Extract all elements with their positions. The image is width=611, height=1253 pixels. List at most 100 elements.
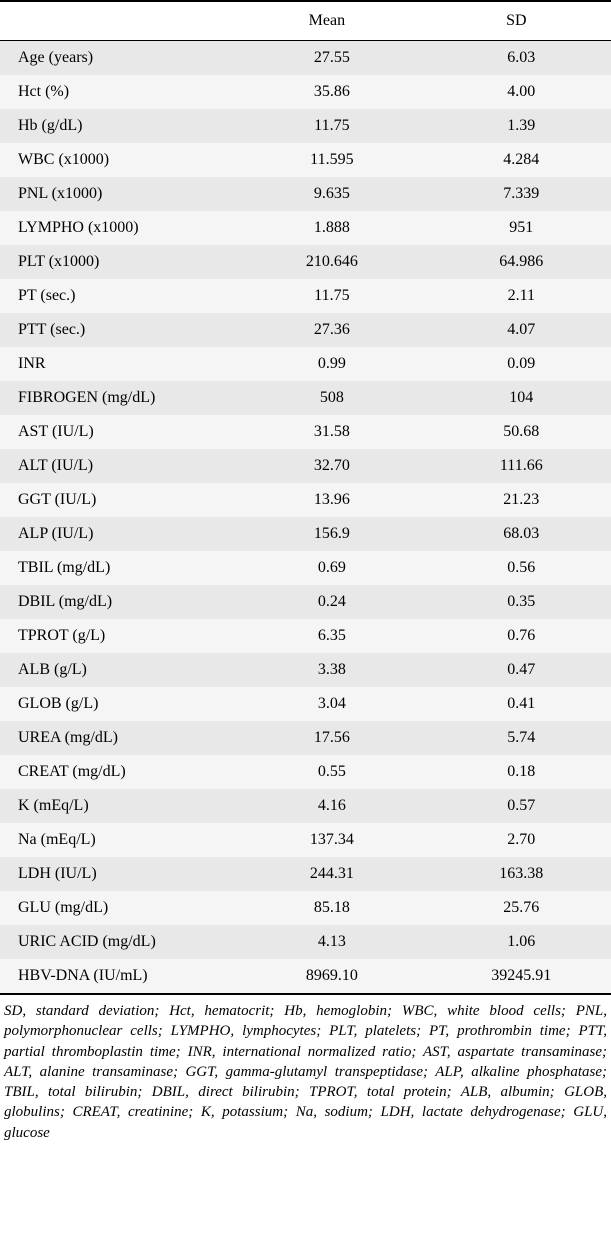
- cell-label: HBV-DNA (IU/mL): [0, 959, 232, 994]
- cell-sd: 0.76: [422, 619, 611, 653]
- cell-label: CREAT (mg/dL): [0, 755, 232, 789]
- cell-sd: 0.18: [422, 755, 611, 789]
- table-row: ALB (g/L)3.380.47: [0, 653, 611, 687]
- cell-sd: 25.76: [422, 891, 611, 925]
- cell-mean: 11.75: [232, 279, 421, 313]
- statistics-table: Mean SD Age (years)27.556.03Hct (%)35.86…: [0, 0, 611, 995]
- cell-label: GLU (mg/dL): [0, 891, 232, 925]
- cell-mean: 4.13: [232, 925, 421, 959]
- data-table-container: Mean SD Age (years)27.556.03Hct (%)35.86…: [0, 0, 611, 1143]
- table-row: HBV-DNA (IU/mL)8969.1039245.91: [0, 959, 611, 994]
- cell-sd: 2.11: [422, 279, 611, 313]
- cell-mean: 3.38: [232, 653, 421, 687]
- cell-mean: 11.75: [232, 109, 421, 143]
- table-row: Hct (%)35.864.00: [0, 75, 611, 109]
- col-header-label: [0, 1, 232, 41]
- cell-label: Age (years): [0, 41, 232, 76]
- table-row: CREAT (mg/dL)0.550.18: [0, 755, 611, 789]
- cell-sd: 21.23: [422, 483, 611, 517]
- cell-sd: 4.00: [422, 75, 611, 109]
- table-row: GGT (IU/L)13.9621.23: [0, 483, 611, 517]
- cell-sd: 0.41: [422, 687, 611, 721]
- table-row: Hb (g/dL)11.751.39: [0, 109, 611, 143]
- cell-mean: 210.646: [232, 245, 421, 279]
- table-row: GLU (mg/dL)85.1825.76: [0, 891, 611, 925]
- table-row: Age (years)27.556.03: [0, 41, 611, 76]
- table-row: LYMPHO (x1000)1.888951: [0, 211, 611, 245]
- cell-sd: 1.06: [422, 925, 611, 959]
- table-header-row: Mean SD: [0, 1, 611, 41]
- cell-label: LDH (IU/L): [0, 857, 232, 891]
- cell-label: INR: [0, 347, 232, 381]
- cell-label: UREA (mg/dL): [0, 721, 232, 755]
- table-row: PNL (x1000)9.6357.339: [0, 177, 611, 211]
- table-row: PLT (x1000)210.64664.986: [0, 245, 611, 279]
- cell-sd: 4.07: [422, 313, 611, 347]
- cell-mean: 1.888: [232, 211, 421, 245]
- cell-label: DBIL (mg/dL): [0, 585, 232, 619]
- cell-sd: 0.47: [422, 653, 611, 687]
- cell-label: LYMPHO (x1000): [0, 211, 232, 245]
- table-row: DBIL (mg/dL)0.240.35: [0, 585, 611, 619]
- cell-label: GGT (IU/L): [0, 483, 232, 517]
- cell-label: WBC (x1000): [0, 143, 232, 177]
- cell-sd: 64.986: [422, 245, 611, 279]
- cell-sd: 0.09: [422, 347, 611, 381]
- cell-sd: 0.35: [422, 585, 611, 619]
- cell-sd: 50.68: [422, 415, 611, 449]
- cell-mean: 3.04: [232, 687, 421, 721]
- cell-mean: 4.16: [232, 789, 421, 823]
- cell-mean: 137.34: [232, 823, 421, 857]
- table-row: ALT (IU/L)32.70111.66: [0, 449, 611, 483]
- cell-mean: 27.36: [232, 313, 421, 347]
- table-footnote: SD, standard deviation; Hct, hematocrit;…: [0, 995, 611, 1143]
- cell-label: GLOB (g/L): [0, 687, 232, 721]
- table-row: LDH (IU/L)244.31163.38: [0, 857, 611, 891]
- cell-sd: 1.39: [422, 109, 611, 143]
- cell-label: PLT (x1000): [0, 245, 232, 279]
- cell-sd: 951: [422, 211, 611, 245]
- cell-label: TPROT (g/L): [0, 619, 232, 653]
- table-row: UREA (mg/dL)17.565.74: [0, 721, 611, 755]
- cell-mean: 27.55: [232, 41, 421, 76]
- table-row: PT (sec.)11.752.11: [0, 279, 611, 313]
- cell-label: ALT (IU/L): [0, 449, 232, 483]
- cell-mean: 32.70: [232, 449, 421, 483]
- cell-mean: 9.635: [232, 177, 421, 211]
- cell-mean: 8969.10: [232, 959, 421, 994]
- table-row: INR0.990.09: [0, 347, 611, 381]
- table-row: Na (mEq/L)137.342.70: [0, 823, 611, 857]
- table-row: URIC ACID (mg/dL)4.131.06: [0, 925, 611, 959]
- col-header-mean: Mean: [232, 1, 421, 41]
- cell-mean: 0.99: [232, 347, 421, 381]
- cell-mean: 0.69: [232, 551, 421, 585]
- cell-sd: 0.57: [422, 789, 611, 823]
- cell-mean: 0.55: [232, 755, 421, 789]
- cell-mean: 85.18: [232, 891, 421, 925]
- cell-label: URIC ACID (mg/dL): [0, 925, 232, 959]
- cell-sd: 68.03: [422, 517, 611, 551]
- cell-mean: 244.31: [232, 857, 421, 891]
- cell-mean: 17.56: [232, 721, 421, 755]
- table-row: FIBROGEN (mg/dL)508104: [0, 381, 611, 415]
- cell-sd: 4.284: [422, 143, 611, 177]
- cell-mean: 13.96: [232, 483, 421, 517]
- table-row: PTT (sec.)27.364.07: [0, 313, 611, 347]
- cell-label: Na (mEq/L): [0, 823, 232, 857]
- cell-label: Hb (g/dL): [0, 109, 232, 143]
- cell-mean: 11.595: [232, 143, 421, 177]
- cell-label: PTT (sec.): [0, 313, 232, 347]
- cell-label: ALB (g/L): [0, 653, 232, 687]
- cell-label: K (mEq/L): [0, 789, 232, 823]
- table-row: AST (IU/L)31.5850.68: [0, 415, 611, 449]
- cell-label: TBIL (mg/dL): [0, 551, 232, 585]
- cell-mean: 6.35: [232, 619, 421, 653]
- table-row: TPROT (g/L)6.350.76: [0, 619, 611, 653]
- col-header-sd: SD: [422, 1, 611, 41]
- cell-label: FIBROGEN (mg/dL): [0, 381, 232, 415]
- table-body: Age (years)27.556.03Hct (%)35.864.00Hb (…: [0, 41, 611, 995]
- table-row: WBC (x1000)11.5954.284: [0, 143, 611, 177]
- cell-sd: 163.38: [422, 857, 611, 891]
- cell-mean: 156.9: [232, 517, 421, 551]
- cell-mean: 35.86: [232, 75, 421, 109]
